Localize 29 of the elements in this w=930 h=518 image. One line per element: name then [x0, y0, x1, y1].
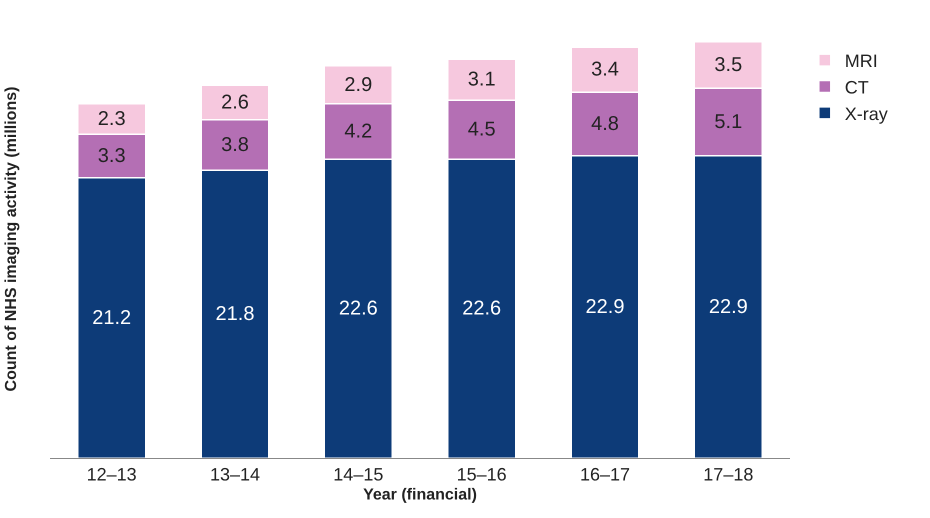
- data-label: 2.3: [98, 108, 126, 130]
- legend-label: MRI: [844, 51, 878, 72]
- data-label: 5.1: [714, 110, 742, 133]
- x-axis-title: Year (financial): [363, 486, 477, 504]
- data-label: 3.1: [468, 68, 496, 91]
- x-tick-label: 13–14: [210, 464, 260, 485]
- data-label: 4.8: [591, 112, 619, 135]
- data-label: 22.6: [462, 298, 502, 320]
- x-tick-label: 17–18: [703, 464, 754, 485]
- data-label: 4.5: [468, 118, 496, 141]
- data-label: 21.2: [92, 306, 132, 329]
- data-label: 3.3: [98, 145, 126, 168]
- data-label: 2.9: [344, 74, 372, 96]
- data-label: 3.8: [221, 134, 249, 156]
- data-label: 22.6: [338, 298, 378, 320]
- data-label: 3.4: [591, 58, 619, 81]
- x-tick-label: 14–15: [333, 464, 384, 485]
- x-tick-label: 16–17: [580, 464, 630, 485]
- legend-label: CT: [844, 78, 869, 98]
- legend-label: X-ray: [844, 104, 888, 124]
- y-axis-title: Count of NHS imaging activity (millions): [3, 86, 20, 392]
- data-label: 4.2: [344, 120, 372, 143]
- x-tick-label: 12–13: [86, 464, 137, 485]
- data-label: 21.8: [216, 303, 254, 326]
- data-label: 22.9: [586, 296, 624, 318]
- data-label: 3.5: [714, 54, 742, 76]
- data-label: 2.6: [221, 92, 249, 114]
- x-tick-label: 15–16: [456, 464, 507, 485]
- data-label: 22.9: [708, 296, 748, 318]
